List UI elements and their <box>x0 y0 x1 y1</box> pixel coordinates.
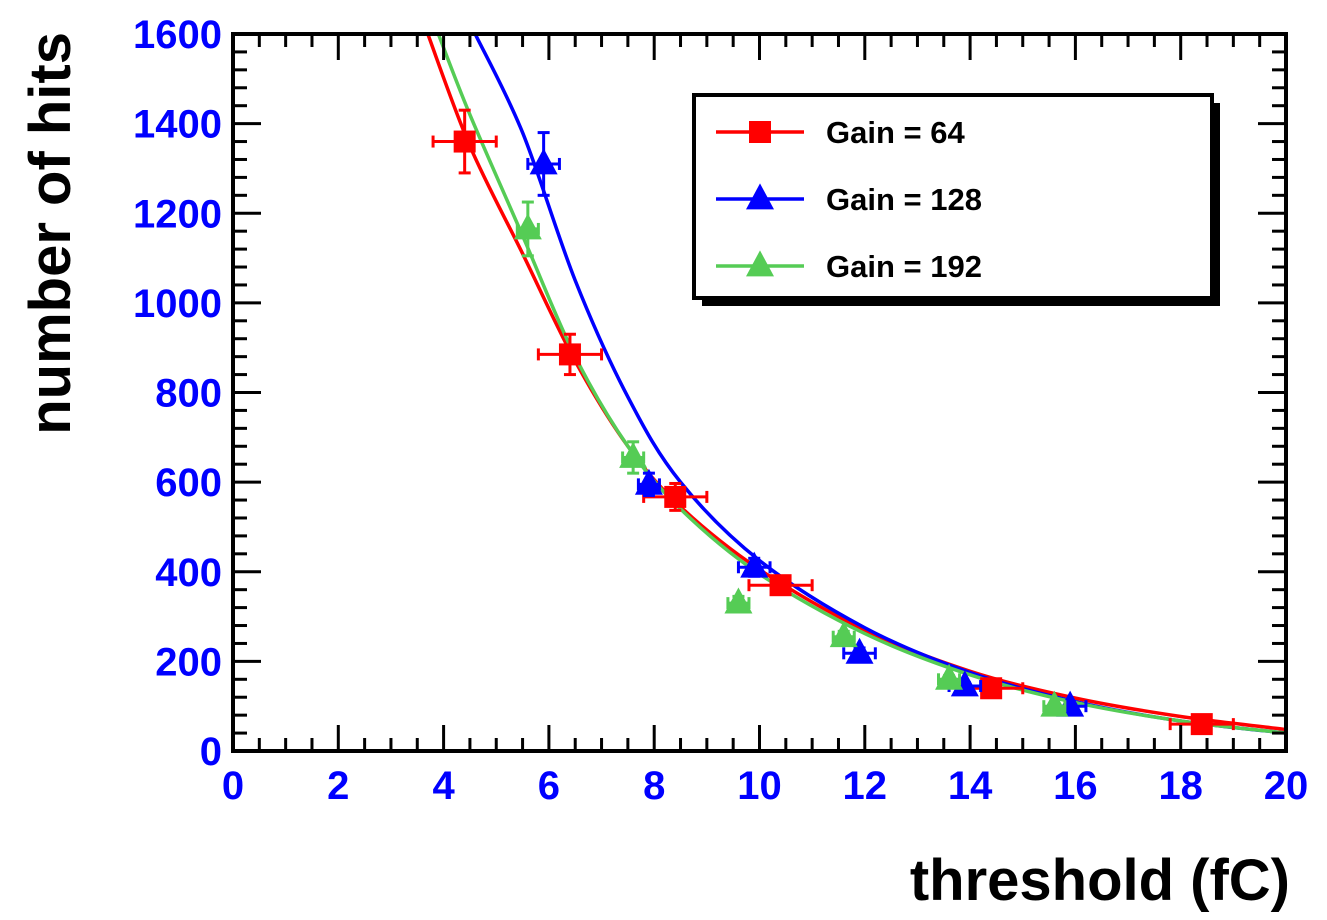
triangle-marker <box>634 468 663 495</box>
x-tick-label: 0 <box>222 764 244 808</box>
square-marker <box>453 130 476 153</box>
data-point-series-3-5 <box>935 663 964 690</box>
x-tick-label: 8 <box>643 764 665 808</box>
x-tick-label: 6 <box>538 764 560 808</box>
y-tick-label: 1600 <box>133 13 222 57</box>
y-tick-label: 600 <box>155 461 222 505</box>
y-axis-title: number of hits <box>18 32 83 435</box>
legend-triangle-marker <box>746 250 774 277</box>
triangle-marker <box>619 441 648 468</box>
triangle-marker <box>724 587 753 614</box>
triangle-marker <box>845 637 874 664</box>
data-point-series-2-1 <box>526 131 561 197</box>
triangle-marker <box>1040 690 1069 717</box>
x-tick-label: 20 <box>1264 764 1309 808</box>
legend-label: Gain = 128 <box>826 182 982 217</box>
y-tick-label: 800 <box>155 372 222 416</box>
square-marker <box>769 574 792 597</box>
y-tick-label: 200 <box>155 640 222 684</box>
data-points <box>431 108 1235 736</box>
data-point-series-3-1 <box>513 200 542 258</box>
fit-curve-series-1 <box>426 34 1286 732</box>
triangle-marker <box>935 663 964 690</box>
triangle-marker <box>529 148 558 175</box>
square-marker <box>558 343 581 366</box>
data-point-series-3-4 <box>829 621 858 648</box>
axis-ticks: 0 2 4 6 8 10 12 14 16 18 2002004006008001000120014… <box>133 13 1308 808</box>
legend-entry-series-3: Gain = 192 <box>716 249 982 284</box>
x-tick-label: 2 <box>327 764 349 808</box>
data-point-series-1-2 <box>536 332 604 377</box>
square-marker <box>1190 713 1213 736</box>
legend-entry-series-1: Gain = 64 <box>716 115 965 150</box>
x-tick-label: 4 <box>432 764 455 808</box>
data-point-series-3-3 <box>724 587 753 614</box>
square-marker <box>664 485 687 508</box>
data-point-series-1-4 <box>747 574 814 597</box>
legend-label: Gain = 64 <box>826 115 965 150</box>
y-tick-label: 1000 <box>133 282 222 326</box>
x-tick-label: 14 <box>948 764 993 808</box>
y-tick-label: 400 <box>155 551 222 595</box>
data-point-series-1-6 <box>1168 713 1235 736</box>
data-point-series-3-6 <box>1040 690 1069 717</box>
x-tick-label: 10 <box>737 764 782 808</box>
legend-entry-series-2: Gain = 128 <box>716 182 982 217</box>
x-axis-title: threshold (fC) <box>910 848 1290 913</box>
data-point-series-1-3 <box>642 481 709 512</box>
y-tick-label: 1200 <box>133 192 222 236</box>
x-tick-label: 12 <box>843 764 888 808</box>
legend-entries: Gain = 64 Gain = 128 Gain = 192 <box>716 115 982 284</box>
legend-triangle-marker <box>746 183 774 210</box>
y-tick-label: 1400 <box>133 103 222 147</box>
data-point-series-2-4 <box>842 637 877 664</box>
data-point-series-3-2 <box>619 440 648 475</box>
triangle-marker <box>950 670 979 697</box>
legend-box <box>692 93 1214 300</box>
triangle-marker <box>829 621 858 648</box>
legend-square-marker <box>749 121 771 143</box>
square-marker <box>980 677 1003 700</box>
legend-label: Gain = 192 <box>826 249 982 284</box>
data-point-series-1-1 <box>431 108 498 175</box>
triangle-marker <box>513 213 542 240</box>
data-point-series-2-2 <box>634 468 663 498</box>
x-tick-label: 16 <box>1053 764 1098 808</box>
data-point-series-2-3 <box>736 551 772 578</box>
legend: Gain = 64 Gain = 128 Gain = 192 <box>692 93 1220 306</box>
triangle-marker <box>740 551 769 578</box>
x-tick-label: 18 <box>1158 764 1203 808</box>
y-tick-label: 0 <box>200 730 222 774</box>
